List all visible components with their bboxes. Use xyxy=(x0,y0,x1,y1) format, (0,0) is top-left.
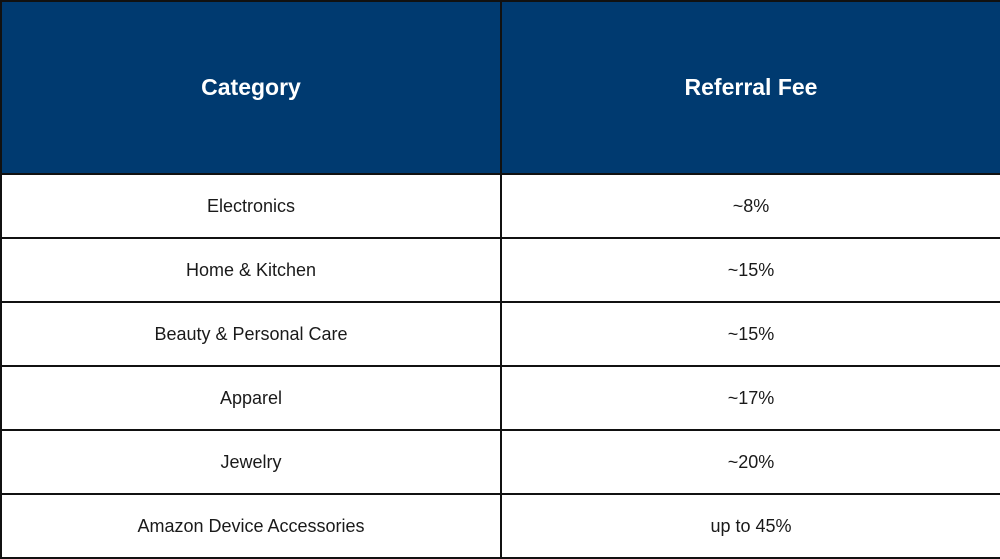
category-cell: Jewelry xyxy=(0,429,502,495)
table-row: Amazon Device Accessories up to 45% xyxy=(0,493,1000,559)
table-row: Home & Kitchen ~15% xyxy=(0,237,1000,303)
header-category: Category xyxy=(0,0,502,175)
header-row: Category Referral Fee xyxy=(0,0,1000,175)
fee-cell: ~17% xyxy=(500,365,1000,431)
category-cell: Electronics xyxy=(0,173,502,239)
table-row: Electronics ~8% xyxy=(0,173,1000,239)
fee-cell: ~15% xyxy=(500,301,1000,367)
table-header: Category Referral Fee xyxy=(0,0,1000,175)
header-referral-fee: Referral Fee xyxy=(500,0,1000,175)
fee-cell: ~8% xyxy=(500,173,1000,239)
fee-cell: ~15% xyxy=(500,237,1000,303)
category-cell: Amazon Device Accessories xyxy=(0,493,502,559)
category-cell: Home & Kitchen xyxy=(0,237,502,303)
fee-cell: ~20% xyxy=(500,429,1000,495)
table-row: Jewelry ~20% xyxy=(0,429,1000,495)
fee-cell: up to 45% xyxy=(500,493,1000,559)
table-row: Apparel ~17% xyxy=(0,365,1000,431)
category-cell: Beauty & Personal Care xyxy=(0,301,502,367)
table-body: Electronics ~8% Home & Kitchen ~15% Beau… xyxy=(0,173,1000,559)
category-cell: Apparel xyxy=(0,365,502,431)
table-row: Beauty & Personal Care ~15% xyxy=(0,301,1000,367)
